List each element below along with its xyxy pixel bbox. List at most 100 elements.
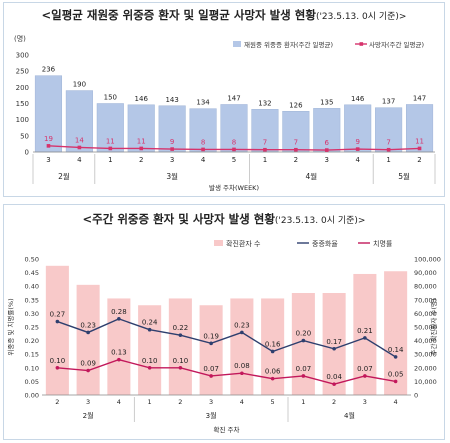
chart1-legend-bar-label: 재원중 위중증 환자(주간 일평균) — [244, 40, 333, 49]
chart2-title-main: <주간 위중증 환자 및 사망자 발생 현황 — [82, 212, 275, 226]
chart2-x-tick: 3 — [86, 398, 90, 406]
chart2-x-tick: 2 — [332, 398, 336, 406]
chart2-y-right-tick: 60,000 — [414, 310, 437, 318]
chart2-fatality-label: 0.06 — [265, 368, 281, 376]
chart1-y-tick: 0 — [25, 149, 29, 157]
chart2-severity-point — [209, 341, 213, 346]
chart2-severity-label: 0.24 — [142, 319, 158, 327]
chart2-severity-point — [301, 338, 306, 343]
chart2-y-left-tick: 0.40 — [25, 283, 39, 291]
chart2-severity-label: 0.22 — [173, 324, 189, 332]
chart2-y-right-tick: 80,000 — [414, 283, 437, 291]
chart1-bar-label: 150 — [104, 94, 117, 102]
chart2-y-right-tick: 100,000 — [414, 256, 441, 264]
chart1-death-label: 7 — [386, 139, 390, 147]
chart1-y-tick: 100 — [16, 116, 29, 124]
chart2-severity-point — [86, 330, 90, 335]
chart2-x-tick: 4 — [240, 398, 244, 406]
chart1-bar — [220, 104, 248, 153]
chart2-y-left-title: 위중증 및 치명률(%) — [6, 298, 15, 355]
chart1-death-point — [46, 144, 51, 148]
chart1-death-label: 9 — [170, 138, 174, 146]
chart1-death-label: 7 — [263, 139, 267, 147]
chart2-y-left-tick: 0.10 — [25, 364, 39, 372]
chart2-y-left-tick: 0.30 — [25, 310, 39, 318]
chart2-y-right-tick: 70,000 — [414, 296, 437, 304]
chart2-fatality-point — [178, 366, 183, 370]
chart2-y-right-tick: 20,000 — [414, 364, 437, 372]
chart2-x-tick: 5 — [271, 398, 275, 406]
chart2-svg: 0.00 0.05 0.10 0.15 0.20 0.25 0.30 0.35 0.40 0.45… — [6, 239, 441, 434]
chart1-bar — [65, 90, 93, 153]
chart2-legend-fatality-label: 치명률 — [373, 239, 393, 248]
chart2-x-tick: 3 — [363, 398, 367, 406]
chart1-bar-label: 135 — [320, 98, 333, 106]
chart1-y-tick: 300 — [16, 52, 29, 60]
chart1-x-tick: 2 — [417, 156, 421, 164]
chart2-severity-point — [393, 355, 398, 359]
chart2-y-right-tick: 50,000 — [414, 324, 437, 332]
chart1-x-tick: 1 — [386, 156, 390, 164]
chart1-x-tick: 4 — [355, 156, 360, 164]
chart2-x-title: 확진 주차 — [214, 425, 240, 434]
chart2-legend-swatch-bar — [214, 240, 223, 246]
chart2-y-left-tick: 0.35 — [25, 296, 39, 304]
chart2-month-label: 3월 — [206, 411, 217, 420]
chart2-severity-point — [270, 349, 275, 354]
chart1-bar — [313, 108, 341, 153]
chart1-death-label: 19 — [44, 135, 53, 143]
chart2-fatality-label: 0.05 — [388, 370, 404, 378]
chart1-title: <일평균 재원중 위중증 환자 및 일평균 사망자 발생 현황('23.5.13… — [4, 7, 444, 23]
chart2-bar — [199, 305, 223, 395]
chart1-death-label: 11 — [415, 137, 424, 145]
chart2-severity-line — [57, 318, 396, 358]
chart2-bar — [230, 298, 254, 395]
chart2-x-tick: 4 — [117, 398, 121, 406]
chart1-x-tick: 2 — [294, 156, 298, 164]
chart2-bar — [168, 298, 192, 395]
chart2-y-right-tick: 30,000 — [414, 351, 437, 359]
chart1-legend-line-label: 사망자(주간 일평균) — [369, 40, 424, 49]
chart2-fatality-label: 0.09 — [80, 360, 96, 368]
chart1-bar-label: 132 — [258, 99, 271, 107]
chart1-death-point — [232, 147, 236, 152]
chart1-bar-label: 137 — [382, 98, 395, 106]
chart1-legend-swatch-bar — [233, 41, 241, 47]
chart1-bar — [375, 107, 403, 153]
chart2-y-left-tick: 0.45 — [25, 269, 39, 277]
chart2-x-tick: 3 — [209, 398, 213, 406]
chart2-severity-label: 0.19 — [203, 332, 219, 340]
chart1-bar-label: 190 — [73, 81, 86, 89]
chart2-fatality-point — [270, 376, 275, 381]
chart2-severity-point — [55, 319, 60, 324]
chart1-bar — [158, 105, 186, 153]
chart1-month-label: 2월 — [58, 171, 70, 181]
chart1-legend-line-marker — [359, 42, 364, 46]
chart2-fatality-point — [209, 374, 213, 378]
chart2-fatality-label: 0.07 — [203, 365, 219, 373]
chart2-severity-label: 0.20 — [296, 330, 312, 338]
chart2-y-left-tick: 0.05 — [25, 378, 39, 386]
chart2-y-right-tick: 10,000 — [414, 378, 437, 386]
chart2-bar — [291, 293, 315, 395]
chart1-month-label: 4월 — [305, 171, 317, 181]
chart1-death-point — [170, 147, 174, 151]
chart2-y-left-tick: 0.50 — [25, 256, 39, 264]
chart1-x-tick: 3 — [170, 156, 174, 164]
chart1-death-point — [324, 148, 329, 152]
chart1-bar — [96, 103, 124, 153]
chart1-y-tick: 250 — [16, 68, 29, 76]
chart2-fatality-point — [363, 374, 367, 378]
chart1-death-label: 11 — [137, 137, 146, 145]
chart2-y-right-tick: 0 — [414, 392, 418, 400]
chart2-severity-label: 0.23 — [80, 321, 96, 329]
chart2-y-left-tick: 0.20 — [25, 337, 39, 345]
chart2-fatality-label: 0.10 — [142, 357, 158, 365]
chart2-severity-label: 0.21 — [357, 327, 373, 335]
chart2-y-left-tick: 0.15 — [25, 351, 39, 359]
chart1-month-label: 3월 — [166, 171, 178, 181]
chart2-severity-point — [240, 330, 244, 335]
chart1-bar-label: 146 — [351, 95, 365, 103]
chart2-x-tick: 1 — [301, 398, 305, 406]
chart1-x-tick: 2 — [139, 156, 143, 164]
